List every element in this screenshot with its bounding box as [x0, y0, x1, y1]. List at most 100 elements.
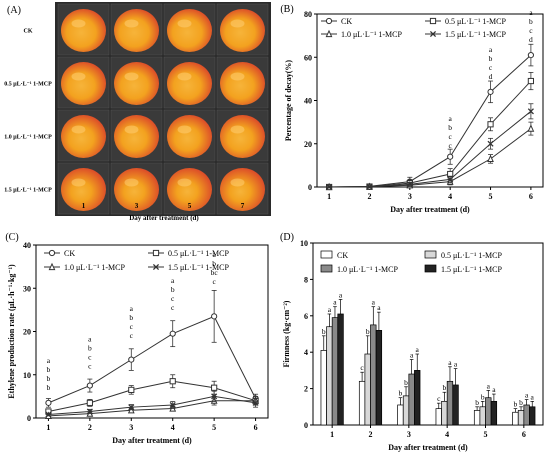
significance-letter: b: [404, 378, 408, 387]
fruit-highlight: [177, 125, 192, 134]
series-line: [48, 380, 256, 413]
significance-letter: c: [171, 294, 175, 303]
x-tick-label: 5: [484, 430, 488, 439]
x-tick-label: 4: [445, 430, 449, 439]
data-point: [406, 181, 413, 188]
panel-a-fruit-photos: (A) CK 0.5 μL·L⁻¹ 1-MCP 1.0 μL·L⁻¹ 1-MCP 1.5…: [0, 0, 275, 228]
y-axis-title: Firmness (kg·cm⁻²): [282, 300, 291, 367]
data-point: [527, 108, 534, 115]
significance-letter: a: [410, 350, 414, 359]
bar: [414, 370, 421, 426]
y-tick-label: 40: [304, 97, 312, 106]
bar: [446, 380, 454, 426]
legend-label: 0.5 μL·L⁻¹ 1-MCP: [168, 249, 229, 258]
y-tick-label: 30: [23, 284, 31, 293]
series-2: [45, 395, 259, 419]
fruit-highlight: [124, 125, 139, 134]
x-tick-label: 3: [129, 423, 133, 432]
significance-letter: a: [416, 345, 420, 354]
column-label-1: 3: [135, 202, 139, 210]
significance-letter: a: [492, 385, 496, 394]
plot-frame: [316, 13, 544, 188]
x-tick-label: 3: [407, 430, 411, 439]
series-line: [48, 315, 257, 404]
data-point: [487, 121, 494, 128]
fruit-highlight: [71, 19, 86, 28]
panel-b-decay-chart: (B) 0 20 40 60 80 1 2 3 4 5 6 Day after treatment (d…: [275, 0, 550, 228]
legend-label: 1.5 μL·L⁻¹ 1-MCP: [168, 263, 229, 272]
significance-letter: bc: [211, 268, 219, 277]
data-point: [447, 153, 454, 160]
legend-marker: [152, 263, 160, 271]
bar: [512, 411, 519, 426]
legend-label: 1.0 μL·L⁻¹ 1-MCP: [341, 30, 402, 39]
apricot-fruit: [61, 115, 106, 158]
significance-letter: a: [130, 304, 134, 313]
apricot-fruit: [61, 62, 106, 105]
significance-letter: c: [489, 63, 493, 72]
apricot-fruit: [114, 168, 159, 211]
x-tick-label: 6: [522, 430, 526, 439]
legend-marker: [152, 249, 160, 257]
data-point: [169, 401, 176, 409]
significance-letter: b: [448, 123, 452, 132]
bar: [364, 353, 371, 426]
data-point: [128, 386, 135, 393]
x-tick-label: 3: [408, 192, 412, 201]
row-label-1: 0.5 μL·L⁻¹ 1-MCP: [4, 82, 52, 88]
fruit-highlight: [230, 125, 245, 134]
bar: [402, 395, 410, 426]
x-tick-label: 5: [212, 423, 216, 432]
fruit-highlight: [71, 125, 86, 134]
apricot-fruit: [220, 62, 265, 105]
legend-label: CK: [64, 249, 75, 258]
data-point: [45, 411, 52, 418]
x-axis-title: Day after treatment (d): [388, 443, 468, 452]
column-label-0: 1: [82, 202, 86, 210]
significance-letter: a: [525, 391, 529, 400]
bar: [331, 317, 339, 426]
legend-marker: [429, 30, 437, 38]
significance-letter: a: [454, 360, 458, 369]
significance-letter: a: [489, 45, 493, 54]
bar: [358, 380, 366, 426]
legend-marker: [48, 262, 56, 271]
fruit-highlight: [124, 72, 139, 81]
y-tick-label: 0: [27, 414, 31, 423]
x-tick-label: 1: [46, 423, 50, 432]
bar: [408, 373, 415, 426]
data-point: [447, 176, 454, 183]
panel-label: (D): [280, 232, 294, 243]
significance-letter: a: [449, 114, 453, 123]
ethylene-line-chart: (C) 0 10 20 30 40 1 2 3 4 5 6 Day after treatment (d…: [5, 232, 269, 445]
fruit-highlight: [71, 72, 86, 81]
x-tick-label: 4: [171, 423, 175, 432]
significance-letter: a: [377, 303, 381, 312]
y-tick-label: 4: [304, 348, 308, 357]
apricot-fruit: [220, 9, 265, 52]
significance-letter: b: [47, 383, 51, 392]
significance-letter: d: [489, 72, 493, 81]
photo-grid: [55, 2, 271, 216]
significance-letter: c: [130, 331, 134, 340]
significance-letter: a: [372, 298, 376, 307]
fruit-highlight: [124, 178, 139, 187]
apricot-fruit: [61, 168, 106, 211]
data-point: [527, 77, 534, 85]
y-tick-label: 60: [304, 53, 312, 62]
series-0: [45, 290, 259, 408]
row-label-3: 1.5 μL·L⁻¹ 1-MCP: [4, 188, 52, 194]
bar: [320, 350, 327, 426]
legend-marker: [429, 17, 437, 25]
data-point: [252, 399, 259, 406]
x-tick-label: 2: [369, 430, 373, 439]
legend-swatch: [424, 250, 437, 259]
series-1: [326, 71, 534, 191]
apricot-fruit: [167, 115, 212, 158]
bar: [397, 404, 404, 426]
row-label-0: CK: [24, 29, 33, 35]
series-line: [329, 80, 532, 188]
significance-letter: b: [47, 374, 51, 383]
significance-letter: c: [88, 352, 92, 361]
data-point: [487, 140, 494, 147]
